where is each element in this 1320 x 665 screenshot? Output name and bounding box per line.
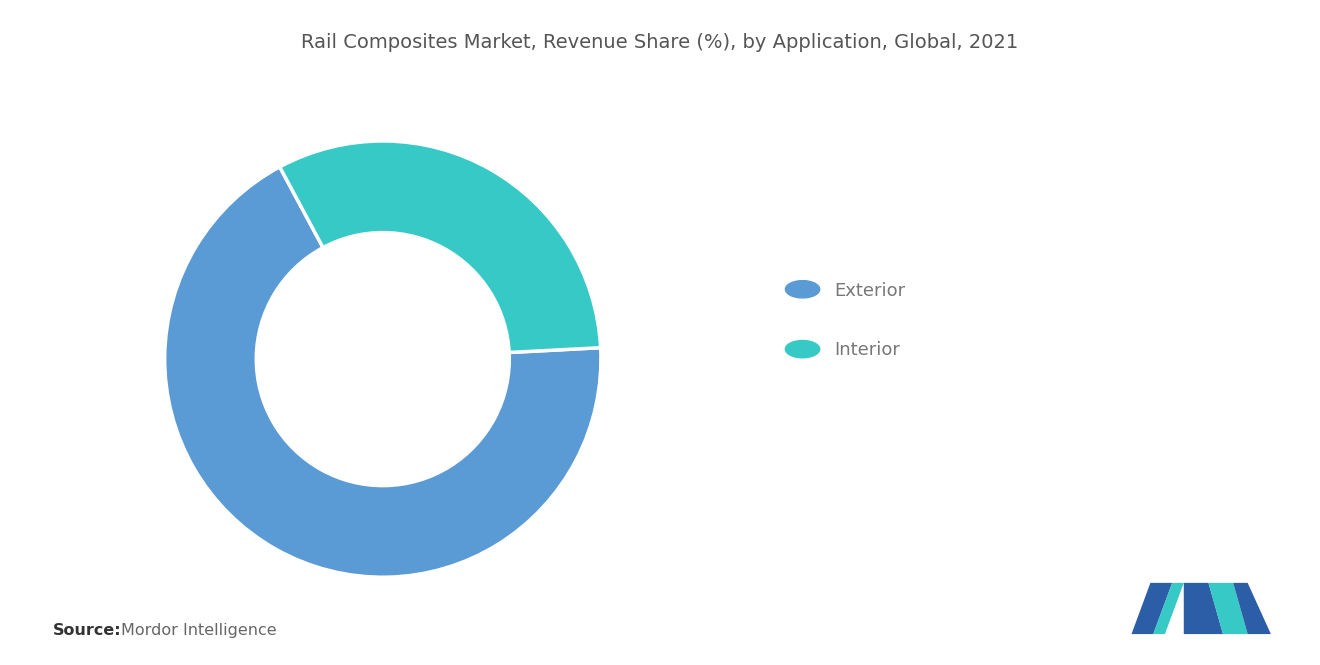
Polygon shape — [1154, 583, 1184, 634]
Polygon shape — [1184, 583, 1222, 634]
Text: Exterior: Exterior — [834, 281, 906, 300]
Wedge shape — [165, 167, 601, 577]
Polygon shape — [1209, 583, 1247, 634]
Polygon shape — [1233, 583, 1271, 634]
Wedge shape — [280, 141, 601, 352]
Text: Mordor Intelligence: Mordor Intelligence — [121, 623, 277, 638]
Text: Interior: Interior — [834, 341, 900, 360]
Text: Source:: Source: — [53, 623, 121, 638]
Polygon shape — [1131, 583, 1172, 634]
Text: Rail Composites Market, Revenue Share (%), by Application, Global, 2021: Rail Composites Market, Revenue Share (%… — [301, 33, 1019, 53]
